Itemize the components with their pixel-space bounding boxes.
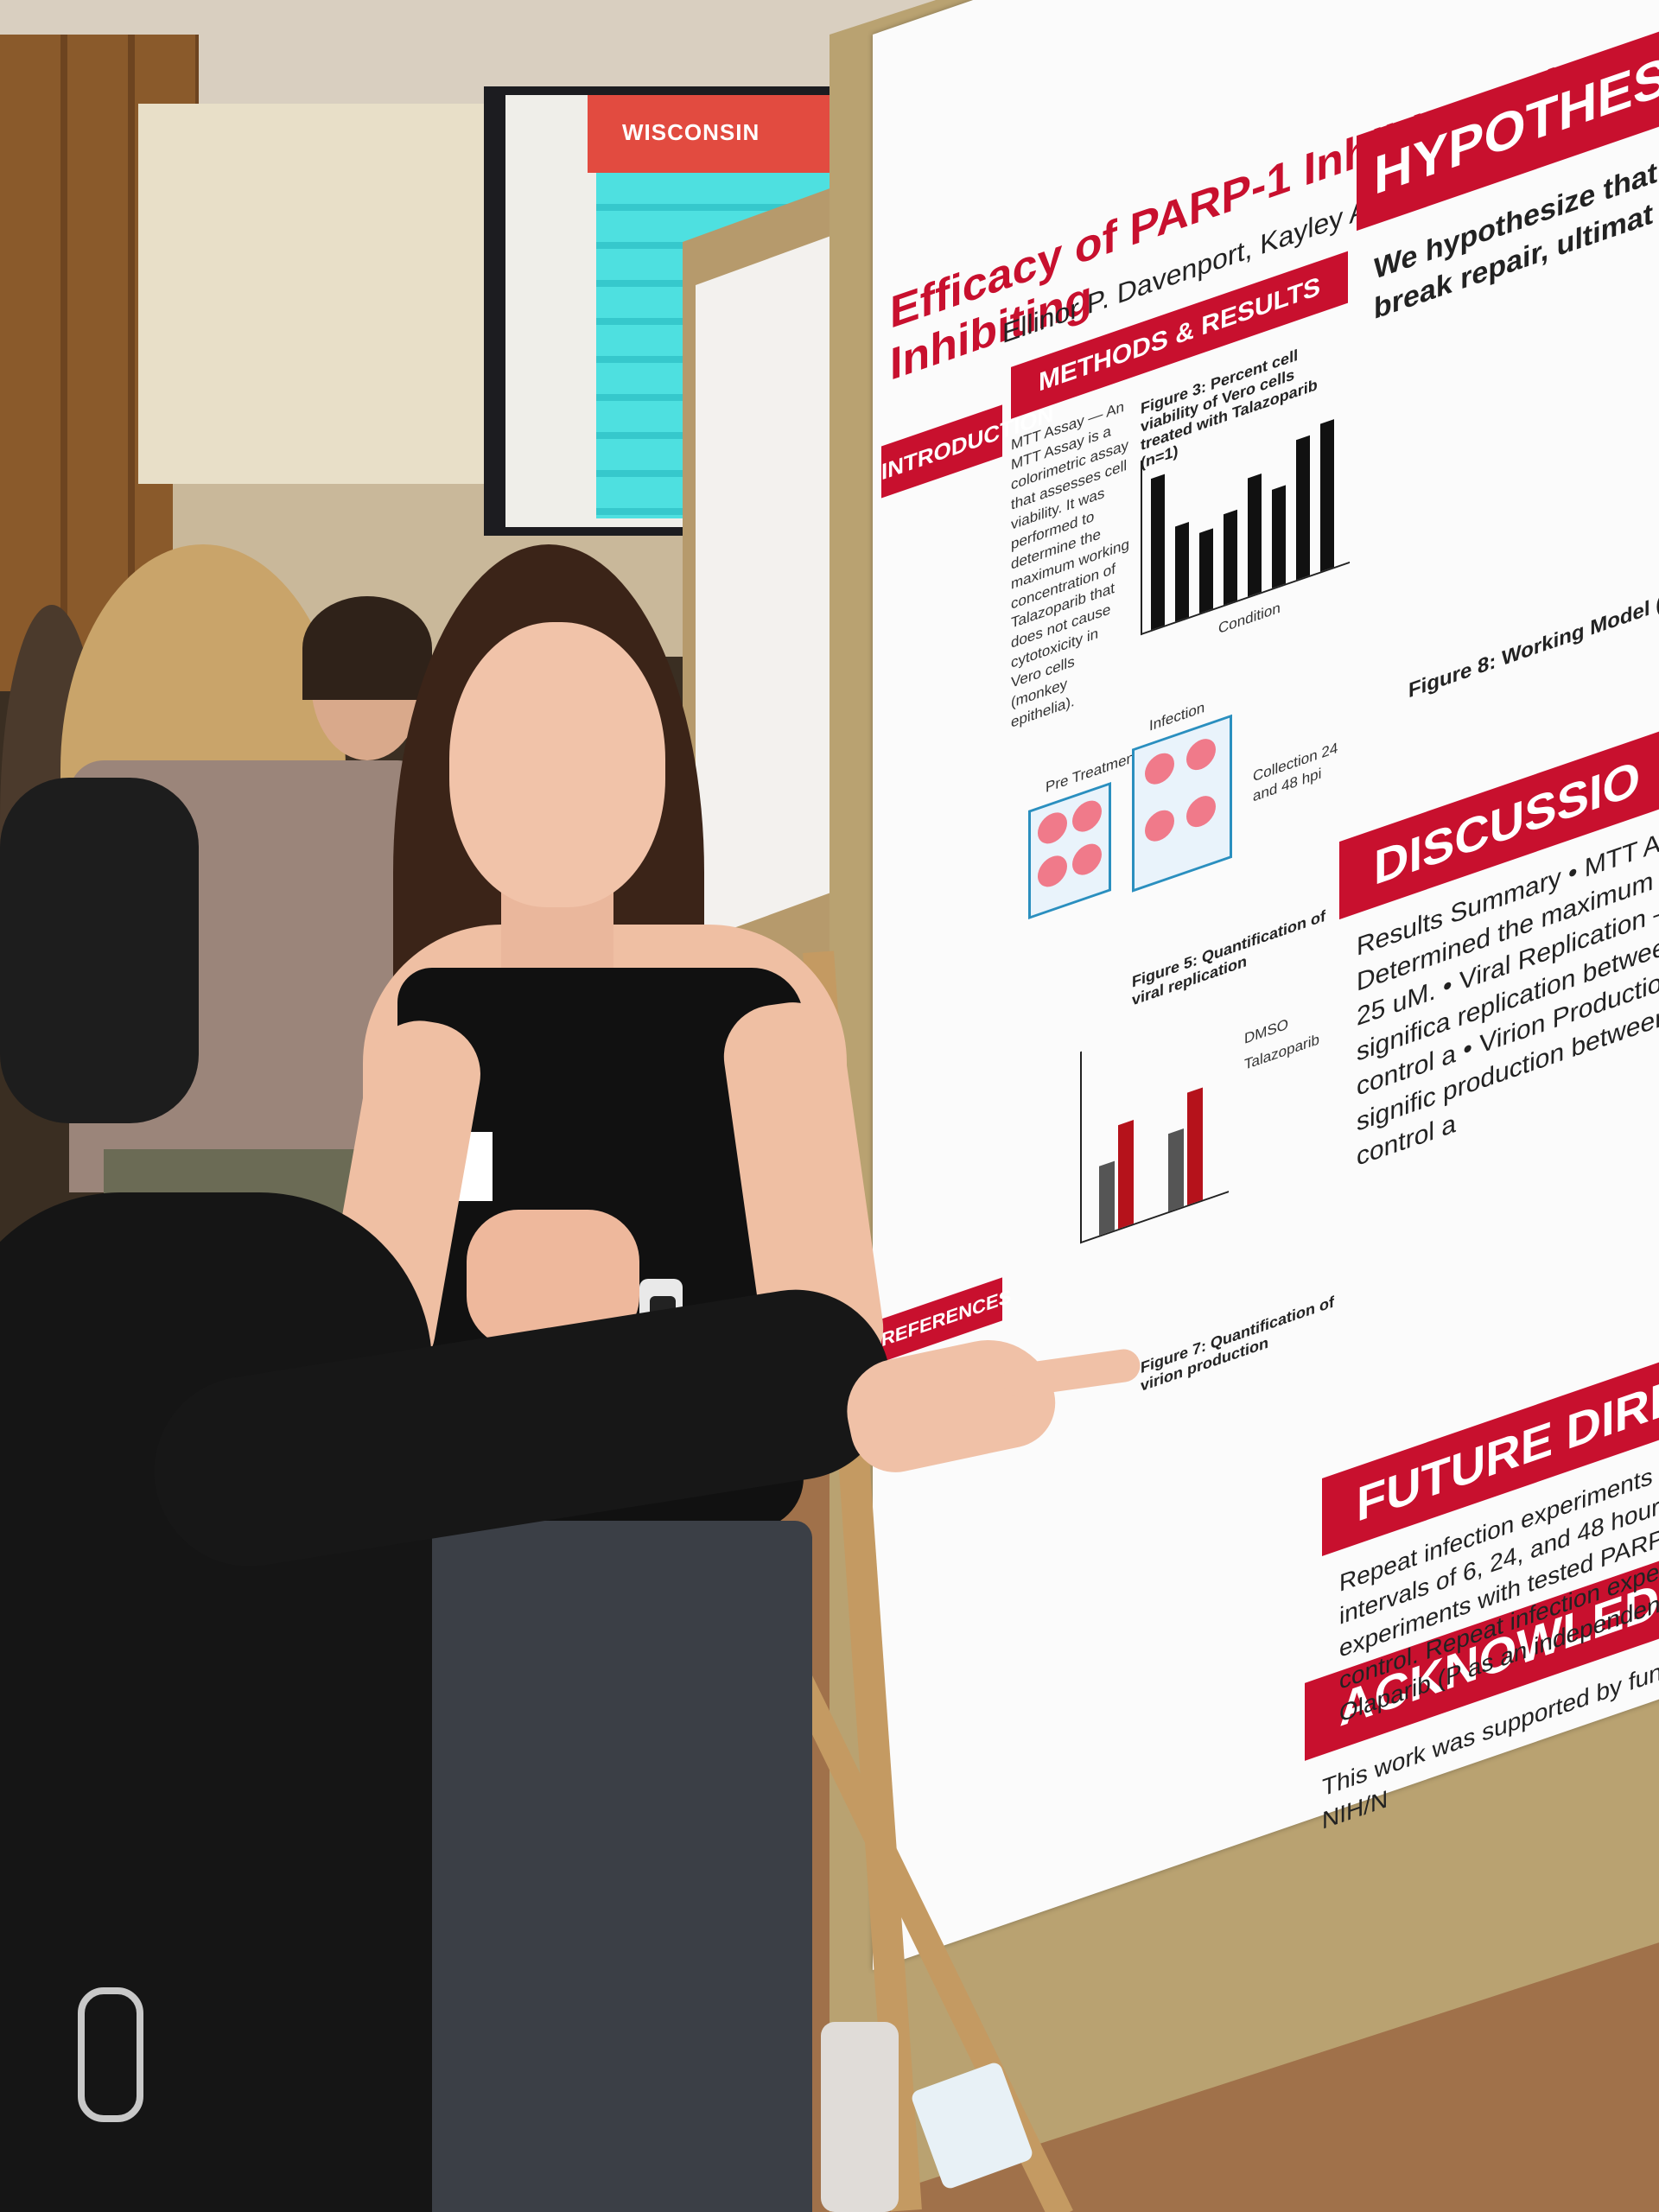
replication-bar (1187, 1087, 1203, 1205)
plate-well (1072, 839, 1102, 880)
foreground-person-shoulder (0, 778, 199, 1123)
carabiner-clip (78, 1987, 143, 2122)
collection-label: Collection 24 and 48 hpi (1253, 739, 1338, 805)
viability-bar (1175, 521, 1189, 622)
viability-bar (1272, 485, 1286, 588)
back-wall (138, 104, 536, 484)
projected-slide-logo: WISCONSIN (622, 119, 760, 145)
plate-well (1186, 734, 1216, 775)
background-poster (696, 234, 834, 942)
viability-bar (1151, 474, 1165, 631)
viability-bar (1224, 509, 1237, 606)
plate-well (1038, 851, 1067, 892)
background-person-hair (302, 596, 432, 700)
water-bottle (821, 2022, 899, 2212)
replication-bar (1118, 1120, 1134, 1230)
plate-well (1145, 805, 1174, 846)
figure-8-caption: Figure 8: Working Model ( (1408, 592, 1659, 703)
replication-bar (1099, 1160, 1115, 1236)
pre-treatment-plate (1028, 781, 1111, 920)
replication-bar (1168, 1128, 1184, 1212)
viability-bar (1199, 528, 1213, 613)
research-poster: Efficacy of PARP-1 Inhibitor Talazoparib… (873, 0, 1659, 1971)
viability-bar (1296, 435, 1310, 581)
plate-well (1145, 748, 1174, 789)
mtt-assay-text: MTT Assay — An MTT Assay is a colorimetr… (1011, 397, 1129, 732)
figure-5-caption: Figure 5: Quantification of viral replic… (1132, 906, 1325, 1009)
section-introduction: INTRODUCTION (881, 400, 1053, 499)
presenter-jeans (406, 1521, 812, 2212)
plate-well (1038, 808, 1067, 849)
viability-bar (1320, 419, 1334, 572)
plate-well (1072, 796, 1102, 836)
figure-7-caption: Figure 7: Quantification of virion produ… (1141, 1293, 1334, 1395)
plate-well (1186, 791, 1216, 832)
viral-replication-chart (1080, 1001, 1229, 1244)
viability-bar (1248, 474, 1262, 597)
infection-plate (1132, 714, 1232, 893)
foreground-person (0, 1192, 432, 2212)
presenter-face (449, 622, 665, 907)
